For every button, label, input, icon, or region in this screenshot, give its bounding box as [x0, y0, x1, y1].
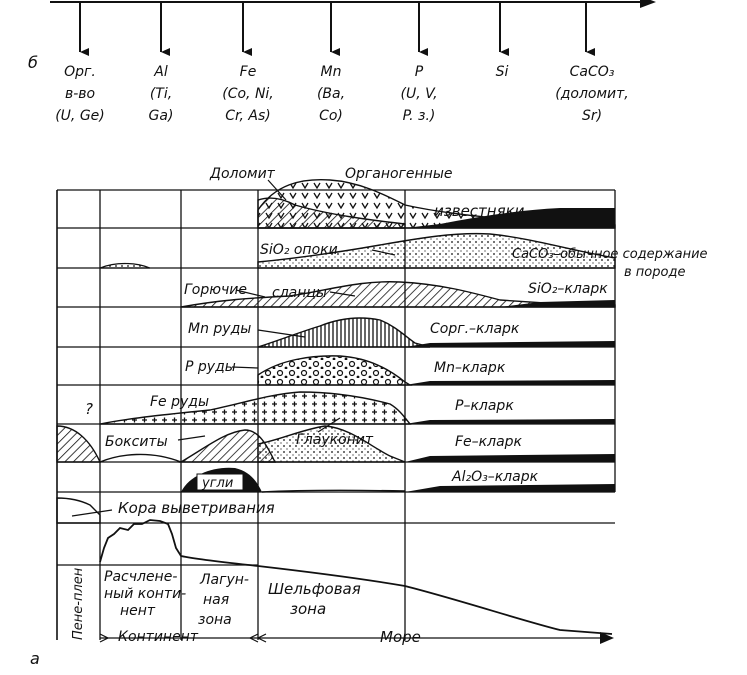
panel-b: б Орг. в-во (U, Ge) Al (Ti, Ga) Fe (Co, …: [28, 0, 656, 124]
row-weathering: Кора выветривания: [56, 497, 275, 524]
label-coal: угли: [201, 476, 233, 491]
label-question: ?: [85, 400, 93, 418]
label-in-rock: в породе: [624, 265, 685, 280]
bauxites-left-curve: [56, 425, 102, 463]
svg-text:Расчлене-: Расчлене-: [104, 569, 177, 585]
sio2-black-band: [500, 300, 615, 307]
svg-text:зона: зона: [198, 612, 232, 628]
panel-b-letter: б: [28, 53, 38, 72]
fe-ores-curve: [99, 391, 412, 425]
svg-text:P: P: [415, 64, 424, 80]
al2o3-black-band: [405, 484, 615, 492]
svg-text:Sr): Sr): [582, 108, 602, 124]
svg-text:Орг.: Орг.: [64, 64, 96, 80]
label-sio2-opoki: SiO₂ опоки: [260, 242, 338, 258]
svg-text:ная: ная: [203, 592, 229, 608]
label-p-ores: P руды: [185, 359, 236, 375]
label-al2o3-clarke: Al₂O₃–кларк: [451, 469, 539, 485]
svg-text:P. з.): P. з.): [403, 108, 436, 124]
label-weathering-crust: Кора выветривания: [118, 499, 275, 517]
svg-text:Mn: Mn: [321, 64, 342, 80]
svg-text:(доломит,: (доломит,: [555, 86, 629, 102]
label-limestones: известняки: [434, 202, 525, 220]
label-p-clarke: P–кларк: [455, 398, 514, 414]
row-mn-ores: Mn руды Cорг.–кларк: [188, 317, 615, 348]
svg-text:в-во: в-во: [65, 86, 95, 102]
svg-text:Cr, As): Cr, As): [225, 108, 270, 124]
svg-text:Al: Al: [153, 64, 168, 80]
p-black-band: [405, 419, 615, 424]
zone-dissected-continent: Расчлене- ный конти- нент: [104, 569, 186, 619]
p-ores-curve: [257, 355, 413, 386]
weathering-crust-curve: [56, 497, 101, 524]
svg-text:(U, V,: (U, V,: [400, 86, 437, 102]
svg-text:Шельфовая: Шельфовая: [268, 580, 361, 598]
label-shales: сланцы: [272, 285, 327, 301]
label-dolomite: Доломит: [209, 166, 276, 182]
corg-black-band: [405, 341, 615, 347]
panel-a-letter: а: [30, 649, 40, 668]
label-mn-ores: Mn руды: [188, 321, 251, 337]
carbonate-black-band: [405, 208, 615, 228]
svg-text:ный конти-: ный конти-: [104, 586, 186, 602]
element-caco3: CaCO₃ (доломит, Sr): [555, 64, 629, 124]
label-caco3-normal: CaCO₃–обычное содержание: [512, 247, 708, 262]
glauconite-curve: [257, 425, 406, 463]
label-sio2-clarke: SiO₂–кларк: [528, 281, 608, 297]
element-al: Al (Ti, Ga): [149, 64, 174, 124]
mn-ores-curve: [257, 317, 431, 348]
zone-lagoon: Лагун- ная зона: [198, 572, 249, 628]
zone-peneplain: Пене-плен: [71, 567, 86, 640]
label-fe-clarke: Fe–кларк: [455, 434, 523, 450]
svg-text:(Ti,: (Ti,: [150, 86, 172, 102]
row-bauxites: Бокситы Глауконит Fe–кларк: [56, 417, 615, 463]
svg-text:(Ba,: (Ba,: [317, 86, 345, 102]
svg-text:зона: зона: [290, 600, 326, 618]
relief-line: [99, 519, 613, 635]
label-glauconite: Глауконит: [296, 432, 374, 448]
svg-text:Fe: Fe: [240, 64, 257, 80]
zone-shelf: Шельфовая зона: [268, 580, 361, 618]
row-coal: угли Al₂O₃–кларк: [181, 467, 615, 493]
label-fe-ores: Fe руды: [150, 394, 209, 410]
relief-profile: [99, 519, 613, 635]
axis-continent: Континент: [118, 629, 199, 645]
label-organogenic: Органогенные: [345, 166, 453, 182]
coal-label-box: [196, 473, 244, 491]
svg-text:(U, Ge): (U, Ge): [55, 108, 105, 124]
svg-text:Co): Co): [319, 108, 343, 124]
caco3-normal-curve: [99, 262, 151, 269]
axis-sea: Море: [380, 628, 421, 646]
element-mn: Mn (Ba, Co): [317, 64, 345, 124]
svg-text:(Co, Ni,: (Co, Ni,: [222, 86, 274, 102]
zone-labels: Пене-плен Расчлене- ный конти- нент Лагу…: [71, 567, 361, 640]
element-org: Орг. в-во (U, Ge): [55, 64, 105, 124]
label-mn-clarke: Mn–кларк: [434, 360, 506, 376]
element-p: P (U, V, P. з.): [400, 64, 437, 124]
svg-text:Ga): Ga): [149, 108, 174, 124]
row-silica-opoki: SiO₂ опоки CaCO₃–обычное содержание в по…: [99, 232, 708, 280]
mn-black-band: [405, 380, 615, 385]
svg-text:нент: нент: [120, 603, 156, 619]
combustible-shales-curve: [180, 281, 616, 308]
bottom-axis: Континент Море а: [30, 628, 614, 668]
label-corg-clarke: Cорг.–кларк: [430, 321, 520, 337]
sio2-opoki-curve: [257, 232, 616, 269]
element-si: Si: [496, 64, 509, 80]
element-fe: Fe (Co, Ni, Cr, As): [222, 64, 274, 124]
fe-black-band: [405, 454, 615, 462]
label-combustible: Горючие: [184, 282, 247, 298]
row-p-ores: P руды Mn–кларк: [185, 355, 615, 386]
svg-text:Лагун-: Лагун-: [199, 572, 249, 588]
row-fe-ores: ? Fe руды P–кларк: [85, 391, 615, 425]
row-carbonates: Доломит Органогенные известняки: [209, 166, 616, 229]
label-bauxites: Бокситы: [105, 434, 168, 450]
svg-text:CaCO₃: CaCO₃: [570, 64, 615, 80]
dolomite-curve: [257, 197, 406, 229]
row-shales: Горючие сланцы SiO₂–кларк: [180, 281, 616, 308]
svg-text:Si: Si: [496, 64, 509, 80]
